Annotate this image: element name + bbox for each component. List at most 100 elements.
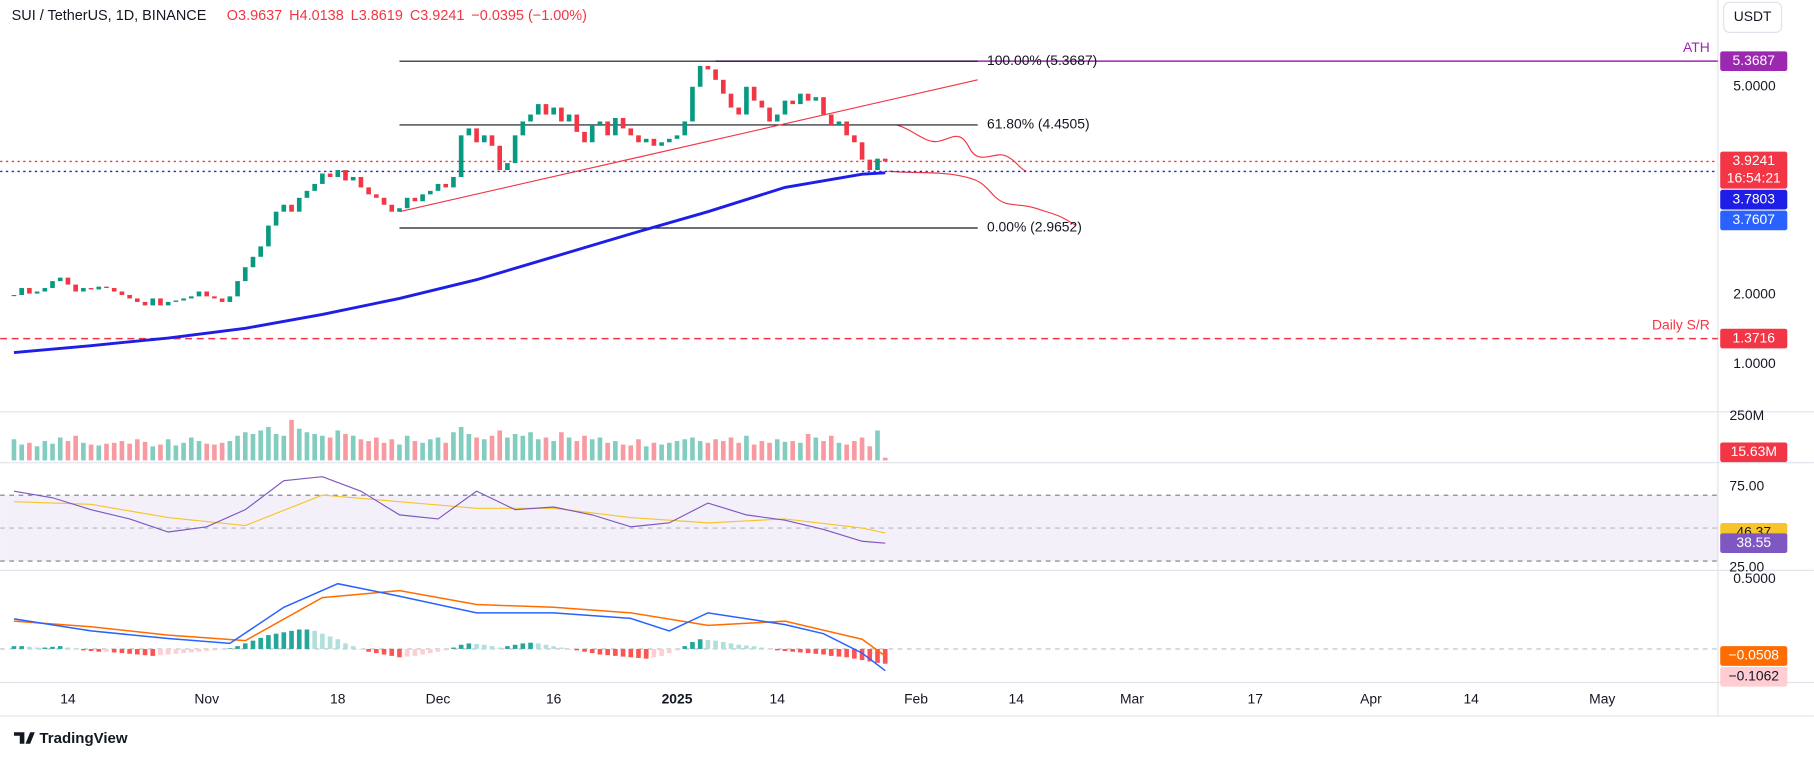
candle xyxy=(882,158,888,162)
price-label-box xyxy=(1720,533,1788,554)
x-tick-label: 17 xyxy=(1248,691,1264,707)
currency-button[interactable] xyxy=(1723,1,1783,33)
candle xyxy=(435,183,441,191)
volume-bar xyxy=(643,446,649,461)
candle xyxy=(27,288,32,294)
macd-histogram xyxy=(643,648,649,659)
macd-histogram xyxy=(720,642,726,649)
macd-histogram xyxy=(235,646,240,649)
candle xyxy=(535,104,541,115)
macd-histogram xyxy=(435,648,441,652)
x-tick-label: 18 xyxy=(330,691,346,707)
candle xyxy=(605,121,610,136)
macd-histogram xyxy=(667,648,672,654)
macd-histogram xyxy=(358,648,364,650)
price-label-box xyxy=(1720,666,1788,687)
fib-label: 100.00% (5.3687) xyxy=(987,52,1097,68)
candle xyxy=(57,277,63,282)
volume-bar xyxy=(335,430,341,461)
candle xyxy=(296,197,302,212)
volume-bar xyxy=(142,441,148,461)
candle xyxy=(713,69,718,80)
candle xyxy=(397,208,402,212)
candle xyxy=(505,163,510,171)
brand: TradingView xyxy=(39,730,127,747)
volume-bar xyxy=(720,441,726,461)
macd-histogram xyxy=(790,648,796,652)
macd-histogram xyxy=(821,648,826,655)
candle xyxy=(312,183,317,191)
x-tick-label: 16 xyxy=(546,691,562,707)
macd-histogram xyxy=(227,648,233,649)
macd-histogram xyxy=(374,648,379,654)
macd-histogram xyxy=(798,648,803,653)
candle xyxy=(127,294,132,299)
macd-histogram xyxy=(458,644,464,649)
macd-histogram xyxy=(628,648,634,658)
macd-histogram xyxy=(566,648,572,650)
macd-histogram xyxy=(212,648,217,651)
volume-bar xyxy=(412,441,418,461)
price-label: 15.63M xyxy=(1731,443,1777,459)
rsi-tick-label: 75.00 xyxy=(1729,478,1764,494)
macd-histogram xyxy=(165,648,171,655)
candle xyxy=(628,128,634,136)
volume-bar xyxy=(466,434,472,461)
candle xyxy=(867,159,873,171)
candle xyxy=(759,100,765,108)
volume-bar xyxy=(589,439,595,461)
macd-histogram xyxy=(196,648,202,652)
x-tick-label: Dec xyxy=(426,691,451,707)
macd-histogram xyxy=(728,643,734,649)
candle xyxy=(389,204,395,212)
volume-bar xyxy=(65,441,71,461)
candle xyxy=(543,104,549,115)
macd-histogram xyxy=(636,648,641,658)
volume-bar xyxy=(535,439,541,461)
macd-histogram xyxy=(96,648,102,652)
currency[interactable]: USDT xyxy=(1734,8,1772,24)
volume-bar xyxy=(489,435,495,461)
volume-bar xyxy=(50,443,55,461)
volume-bar xyxy=(551,441,556,461)
macd-histogram xyxy=(774,648,780,651)
volume-bar xyxy=(273,434,279,461)
macd-histogram xyxy=(875,648,880,663)
y-tick-label: 2.0000 xyxy=(1733,286,1776,302)
macd-histogram xyxy=(366,648,371,652)
volume-bar xyxy=(281,435,287,461)
candle xyxy=(751,86,757,101)
macd-histogram xyxy=(34,647,40,649)
volume-bar xyxy=(127,443,132,461)
volume-bar xyxy=(852,441,857,461)
volume-bar xyxy=(790,441,796,461)
volume-bar xyxy=(212,444,217,461)
volume-bar xyxy=(744,435,749,461)
volume-bar xyxy=(150,446,156,461)
macd-histogram xyxy=(697,639,703,649)
macd-histogram xyxy=(589,648,595,654)
fib-label: 61.80% (4.4505) xyxy=(987,116,1090,132)
macd-histogram xyxy=(744,645,749,649)
candle xyxy=(34,291,40,294)
candle xyxy=(551,107,556,115)
volume-bar xyxy=(597,437,603,461)
candle xyxy=(219,298,225,302)
candle xyxy=(821,97,826,115)
candle xyxy=(667,138,672,143)
macd-histogram xyxy=(142,648,148,656)
macd-histogram xyxy=(605,648,610,656)
candle xyxy=(813,97,819,101)
candle xyxy=(451,176,456,188)
macd-histogram xyxy=(304,629,310,649)
macd-histogram xyxy=(474,644,479,649)
candle xyxy=(782,100,788,115)
volume-bar xyxy=(435,437,441,461)
volume-bar xyxy=(651,442,657,461)
volume-bar xyxy=(73,435,78,461)
volume-bar xyxy=(474,437,479,461)
macd-histogram xyxy=(273,633,279,649)
price-label-box xyxy=(1720,189,1788,210)
macd-histogram xyxy=(836,648,842,657)
